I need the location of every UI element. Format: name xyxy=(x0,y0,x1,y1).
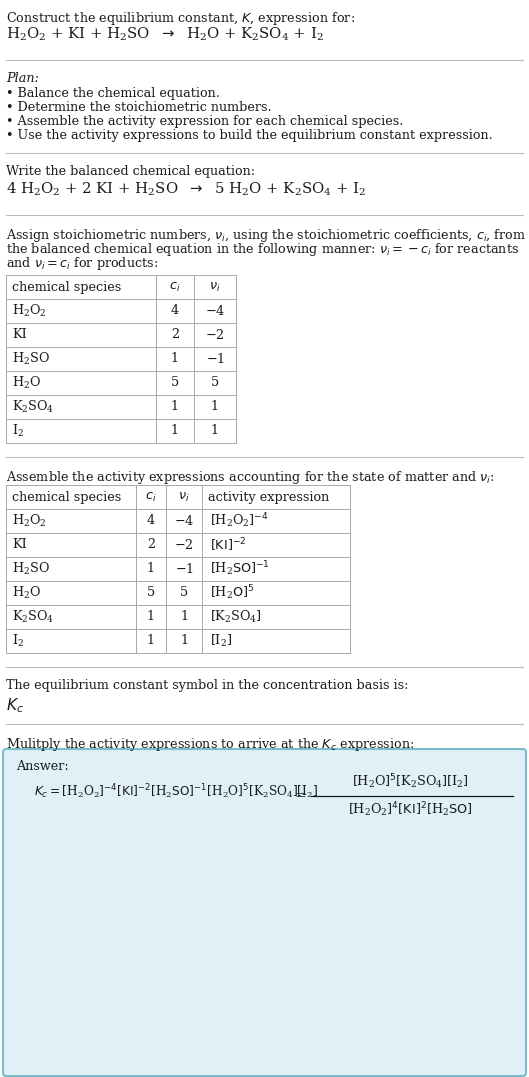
Text: $\mathregular{H_2}$O: $\mathregular{H_2}$O xyxy=(12,375,41,391)
Text: chemical species: chemical species xyxy=(12,280,121,294)
Text: $\mathregular{H_2O_2}$ + KI + $\mathregular{H_2}$SO  $\rightarrow$  $\mathregula: $\mathregular{H_2O_2}$ + KI + $\mathregu… xyxy=(6,26,324,43)
Text: $\mathregular{H_2O_2}$: $\mathregular{H_2O_2}$ xyxy=(12,513,47,529)
Text: $[\mathrm{KI}]^{-2}$: $[\mathrm{KI}]^{-2}$ xyxy=(210,536,247,554)
Text: $\mathregular{H_2}$O: $\mathregular{H_2}$O xyxy=(12,585,41,601)
Text: $\mathregular{H_2}$SO: $\mathregular{H_2}$SO xyxy=(12,561,50,577)
Text: $\mathregular{I_2}$: $\mathregular{I_2}$ xyxy=(12,423,24,439)
Text: 5: 5 xyxy=(147,587,155,600)
Text: 1: 1 xyxy=(171,352,179,365)
Text: $K_c = [\mathregular{H_2O_2}]^{-4} [\mathrm{KI}]^{-2} [\mathregular{H_2}\mathrm{: $K_c = [\mathregular{H_2O_2}]^{-4} [\mat… xyxy=(34,782,318,800)
Text: $\mathregular{K_2SO_4}$: $\mathregular{K_2SO_4}$ xyxy=(12,609,54,625)
Text: Answer:: Answer: xyxy=(16,760,69,773)
Text: 5: 5 xyxy=(180,587,188,600)
Text: $-$4: $-$4 xyxy=(205,304,225,318)
Text: $\mathregular{K_2SO_4}$: $\mathregular{K_2SO_4}$ xyxy=(12,398,54,415)
Text: $\mathregular{I_2}$: $\mathregular{I_2}$ xyxy=(12,633,24,649)
Text: 1: 1 xyxy=(211,424,219,437)
Text: $[\mathregular{I_2}]$: $[\mathregular{I_2}]$ xyxy=(210,633,232,649)
Text: 1: 1 xyxy=(147,611,155,624)
Text: $\mathregular{H_2}$SO: $\mathregular{H_2}$SO xyxy=(12,351,50,367)
Text: 2: 2 xyxy=(147,538,155,551)
Text: 1: 1 xyxy=(180,634,188,647)
Text: Construct the equilibrium constant, $\mathit{K}$, expression for:: Construct the equilibrium constant, $\ma… xyxy=(6,10,355,27)
Text: 4: 4 xyxy=(147,515,155,528)
Text: KI: KI xyxy=(12,538,27,551)
Text: Write the balanced chemical equation:: Write the balanced chemical equation: xyxy=(6,165,255,178)
Text: Assign stoichiometric numbers, $\nu_i$, using the stoichiometric coefficients, $: Assign stoichiometric numbers, $\nu_i$, … xyxy=(6,227,526,244)
Text: $-$1: $-$1 xyxy=(206,352,224,366)
Text: $c_i$: $c_i$ xyxy=(145,490,157,504)
Text: $-$4: $-$4 xyxy=(174,514,194,528)
Text: $\mathregular{H_2O_2}$: $\mathregular{H_2O_2}$ xyxy=(12,303,47,319)
Text: 1: 1 xyxy=(147,634,155,647)
Text: chemical species: chemical species xyxy=(12,490,121,504)
Text: $K_c$: $K_c$ xyxy=(6,696,24,715)
Text: $\nu_i$: $\nu_i$ xyxy=(178,490,190,504)
Text: the balanced chemical equation in the following manner: $\nu_i = -c_i$ for react: the balanced chemical equation in the fo… xyxy=(6,241,519,258)
Text: 1: 1 xyxy=(171,401,179,414)
Text: Mulitply the activity expressions to arrive at the $K_c$ expression:: Mulitply the activity expressions to arr… xyxy=(6,736,414,753)
Text: $[\mathregular{H_2O_2}]^4 [\mathrm{KI}]^2 [\mathregular{H_2}\mathrm{SO}]$: $[\mathregular{H_2O_2}]^4 [\mathrm{KI}]^… xyxy=(348,800,472,820)
Text: $[\mathregular{H_2}\mathrm{O}]^{5}$: $[\mathregular{H_2}\mathrm{O}]^{5}$ xyxy=(210,584,254,602)
FancyBboxPatch shape xyxy=(3,749,526,1076)
Text: 4: 4 xyxy=(171,305,179,318)
Text: KI: KI xyxy=(12,328,27,341)
Text: $-$2: $-$2 xyxy=(205,328,225,342)
Text: 1: 1 xyxy=(147,562,155,575)
Text: $[\mathregular{K_2SO_4}]$: $[\mathregular{K_2SO_4}]$ xyxy=(210,609,262,625)
Text: 1: 1 xyxy=(180,611,188,624)
Text: =: = xyxy=(295,789,307,803)
Text: $-$1: $-$1 xyxy=(175,562,194,576)
Text: 4 $\mathregular{H_2O_2}$ + 2 KI + $\mathregular{H_2}$SO  $\rightarrow$  5 $\math: 4 $\mathregular{H_2O_2}$ + 2 KI + $\math… xyxy=(6,181,366,198)
Text: $[\mathregular{H_2}\mathrm{SO}]^{-1}$: $[\mathregular{H_2}\mathrm{SO}]^{-1}$ xyxy=(210,560,270,578)
Text: $[\mathregular{H_2O}]^5 [\mathregular{K_2SO_4}][\mathregular{I_2}]$: $[\mathregular{H_2O}]^5 [\mathregular{K_… xyxy=(352,772,469,792)
Text: $[\mathregular{H_2O_2}]^{-4}$: $[\mathregular{H_2O_2}]^{-4}$ xyxy=(210,512,269,530)
Text: $c_i$: $c_i$ xyxy=(169,280,181,294)
Text: Assemble the activity expressions accounting for the state of matter and $\nu_i$: Assemble the activity expressions accoun… xyxy=(6,468,495,486)
Text: $\nu_i$: $\nu_i$ xyxy=(209,280,221,294)
Text: 5: 5 xyxy=(171,377,179,390)
Text: $-$2: $-$2 xyxy=(174,538,194,553)
Text: and $\nu_i = c_i$ for products:: and $\nu_i = c_i$ for products: xyxy=(6,255,158,272)
Text: • Assemble the activity expression for each chemical species.: • Assemble the activity expression for e… xyxy=(6,115,404,128)
Text: • Balance the chemical equation.: • Balance the chemical equation. xyxy=(6,87,220,100)
Text: Plan:: Plan: xyxy=(6,72,39,85)
Text: activity expression: activity expression xyxy=(208,490,329,504)
Text: 2: 2 xyxy=(171,328,179,341)
Text: 5: 5 xyxy=(211,377,219,390)
Text: • Determine the stoichiometric numbers.: • Determine the stoichiometric numbers. xyxy=(6,101,271,114)
Text: 1: 1 xyxy=(211,401,219,414)
Text: 1: 1 xyxy=(171,424,179,437)
Text: • Use the activity expressions to build the equilibrium constant expression.: • Use the activity expressions to build … xyxy=(6,129,492,142)
Text: The equilibrium constant symbol in the concentration basis is:: The equilibrium constant symbol in the c… xyxy=(6,679,408,693)
